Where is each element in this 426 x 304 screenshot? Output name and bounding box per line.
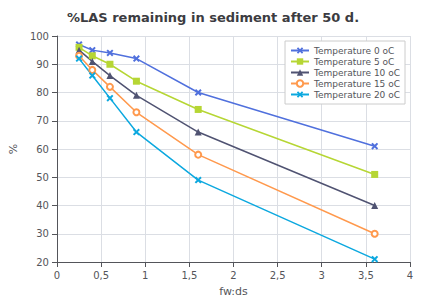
svg-text:fw:ds: fw:ds [219,285,248,298]
svg-text:%LAS remaining in sediment aft: %LAS remaining in sediment after 50 d. [67,10,359,25]
svg-text:0: 0 [54,270,60,281]
svg-text:Temperature 10 oC: Temperature 10 oC [313,68,400,78]
svg-text:0,5: 0,5 [93,270,109,281]
svg-text:Temperature 0 oC: Temperature 0 oC [313,46,394,56]
svg-text:Temperature 5 oC: Temperature 5 oC [313,57,394,67]
svg-text:1: 1 [142,270,148,281]
svg-text:80: 80 [36,87,49,98]
svg-text:3,5: 3,5 [358,270,374,281]
svg-text:Temperature 20 oC: Temperature 20 oC [313,90,400,100]
svg-text:Temperature 15 oC: Temperature 15 oC [313,79,400,89]
svg-text:90: 90 [36,59,49,70]
svg-text:30: 30 [36,228,49,239]
svg-text:40: 40 [36,200,49,211]
svg-text:3: 3 [319,270,325,281]
svg-text:4: 4 [407,270,413,281]
svg-text:%: % [7,144,20,154]
svg-text:100: 100 [30,31,49,42]
svg-text:20: 20 [36,257,49,268]
svg-text:2,5: 2,5 [270,270,286,281]
svg-text:1,5: 1,5 [181,270,197,281]
svg-text:50: 50 [36,172,49,183]
svg-text:60: 60 [36,144,49,155]
svg-text:70: 70 [36,115,49,126]
svg-text:2: 2 [230,270,236,281]
